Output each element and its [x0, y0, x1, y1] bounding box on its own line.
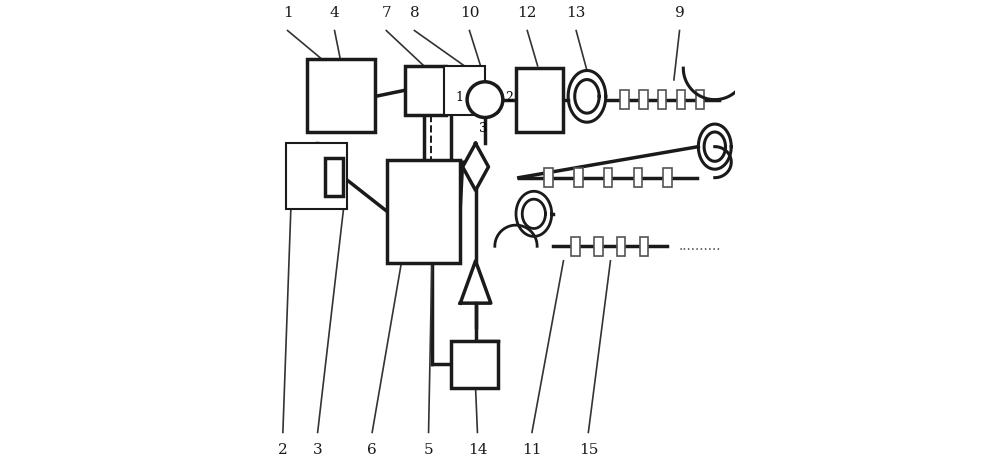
- Text: 3: 3: [313, 443, 322, 457]
- Text: ..........: ..........: [679, 239, 721, 253]
- Text: 4: 4: [330, 6, 339, 20]
- Circle shape: [467, 82, 503, 118]
- Bar: [325, 158, 343, 196]
- Text: 14: 14: [468, 443, 487, 457]
- Bar: [663, 168, 672, 187]
- Bar: [444, 66, 485, 115]
- Polygon shape: [460, 261, 491, 303]
- Bar: [451, 341, 498, 388]
- Text: 6: 6: [367, 443, 377, 457]
- Bar: [639, 90, 648, 109]
- Bar: [405, 66, 446, 115]
- Bar: [620, 90, 629, 109]
- Text: 10: 10: [460, 6, 479, 20]
- Bar: [286, 143, 347, 209]
- Text: 3: 3: [479, 122, 487, 135]
- Text: 13: 13: [566, 6, 586, 20]
- Text: 2: 2: [505, 91, 513, 104]
- Text: 1: 1: [455, 91, 463, 104]
- Bar: [387, 160, 460, 263]
- Bar: [677, 90, 685, 109]
- Text: 8: 8: [410, 6, 419, 20]
- Bar: [658, 90, 666, 109]
- Bar: [516, 68, 563, 132]
- Bar: [307, 59, 375, 132]
- Bar: [604, 168, 612, 187]
- Text: 5: 5: [424, 443, 433, 457]
- Bar: [594, 237, 603, 256]
- Bar: [574, 168, 583, 187]
- Text: 7: 7: [381, 6, 391, 20]
- Bar: [617, 237, 625, 256]
- Text: 9: 9: [675, 6, 684, 20]
- Text: 11: 11: [522, 443, 542, 457]
- Text: 2: 2: [278, 443, 288, 457]
- Bar: [696, 90, 704, 109]
- Bar: [544, 168, 553, 187]
- Text: 1: 1: [283, 6, 292, 20]
- Text: 15: 15: [579, 443, 598, 457]
- Bar: [634, 168, 642, 187]
- Bar: [571, 237, 580, 256]
- Text: 12: 12: [518, 6, 537, 20]
- Bar: [640, 237, 648, 256]
- Polygon shape: [463, 143, 488, 190]
